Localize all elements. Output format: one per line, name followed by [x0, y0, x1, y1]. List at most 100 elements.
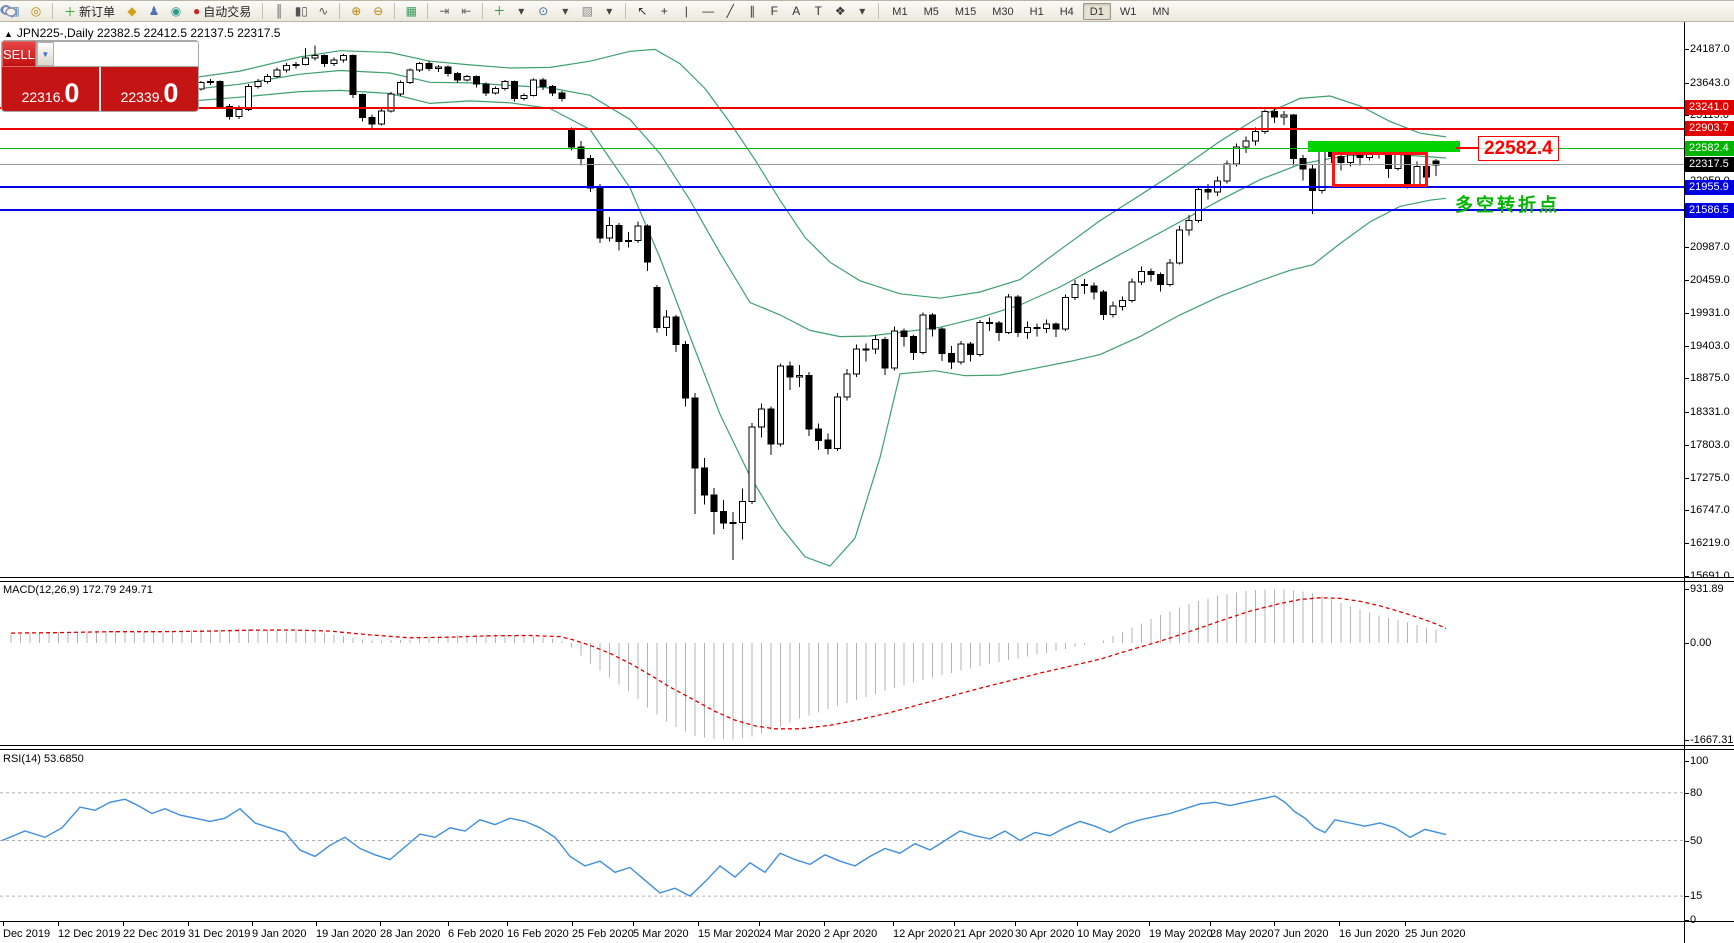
date-label: 25 Feb 2020: [572, 928, 634, 940]
date-tick-mark: [1274, 922, 1275, 926]
price-axis-border: [1684, 22, 1685, 943]
ohlc-bars-icon[interactable]: ║: [269, 2, 289, 20]
vertical-line-icon[interactable]: |: [676, 2, 696, 20]
resistance-zone-rectangle[interactable]: [1308, 141, 1460, 152]
level-line-23241.0[interactable]: [0, 106, 1684, 109]
market-watch-icon[interactable]: ◆: [122, 2, 142, 20]
consolidation-box[interactable]: [1332, 152, 1428, 187]
templates-icon[interactable]: ▨: [577, 2, 597, 20]
sell-price[interactable]: 22316. 0: [2, 67, 99, 111]
price-tick-label: 19931.0: [1690, 306, 1730, 319]
turning-point-text[interactable]: 多空转折点: [1455, 195, 1560, 215]
periods-icon[interactable]: ⊙: [533, 2, 553, 20]
rsi-axis-label: 100: [1690, 755, 1709, 767]
candlestick-icon[interactable]: ▮▯: [291, 2, 311, 20]
date-label: 12 Dec 2019: [58, 928, 121, 940]
pane-separator[interactable]: [0, 577, 1734, 582]
text-label-icon[interactable]: T: [808, 2, 828, 20]
fibonacci-icon[interactable]: F: [764, 2, 784, 20]
date-tick-mark: [1210, 922, 1211, 926]
level-line-21586.5[interactable]: [0, 209, 1684, 212]
price-badge-21586.5: 21586.5: [1685, 202, 1734, 218]
date-tick-mark: [380, 922, 381, 926]
arrows-caret-icon[interactable]: ▾: [852, 2, 872, 20]
buy-price[interactable]: 22339. 0: [101, 67, 198, 111]
date-label: 30 Apr 2020: [1015, 928, 1075, 940]
level-line-22903.7[interactable]: [0, 127, 1684, 130]
date-label: 22 Dec 2019: [123, 928, 186, 940]
crosshair-icon[interactable]: +: [654, 2, 674, 20]
timeframe-mn[interactable]: MN: [1152, 5, 1170, 18]
rsi-axis-label: 80: [1690, 786, 1703, 799]
level-line-22582.4[interactable]: [0, 148, 1684, 150]
date-tick-mark: [572, 922, 573, 926]
periods-caret-icon[interactable]: ▾: [555, 2, 575, 20]
date-label: 12 Apr 2020: [893, 928, 953, 940]
sell-button[interactable]: SELL: [2, 41, 36, 67]
rsi-tick-mark: [1684, 920, 1689, 921]
timeframe-h1[interactable]: H1: [1029, 5, 1044, 18]
volume-input[interactable]: [53, 42, 198, 66]
date-label: 28 Jan 2020: [380, 928, 441, 940]
indicators-caret-icon[interactable]: ▾: [511, 2, 531, 20]
channel-icon[interactable]: ∥: [742, 2, 762, 20]
autotrading-button[interactable]: ● 自动交易: [188, 2, 256, 20]
new-order-icon: ＋: [64, 4, 77, 19]
level-line-21955.9[interactable]: [0, 186, 1684, 189]
price-level-label[interactable]: 22582.4: [1478, 136, 1559, 161]
timeframe-m1[interactable]: M1: [892, 5, 908, 18]
templates-caret-icon[interactable]: ▾: [599, 2, 619, 20]
date-tick-mark: [3, 922, 4, 926]
terminal-icon[interactable]: ◉: [166, 2, 186, 20]
channel-icon: ∥: [749, 4, 756, 18]
new-order-button[interactable]: ＋新订单: [59, 2, 120, 20]
price-chart[interactable]: [0, 23, 1684, 577]
price-tick-label: 18875.0: [1690, 372, 1730, 385]
date-tick-mark: [633, 922, 634, 926]
date-label: 2 Apr 2020: [824, 928, 878, 940]
timeframe-d1[interactable]: D1: [1082, 2, 1111, 20]
level-line-22317.5[interactable]: [0, 164, 1684, 166]
macd-axis-label: -1667.31: [1690, 733, 1734, 746]
text-icon[interactable]: A: [786, 2, 806, 20]
date-tick-mark: [1077, 922, 1078, 926]
timeframe-w1[interactable]: W1: [1119, 5, 1137, 18]
community-chat-icon[interactable]: [0, 4, 17, 18]
date-tick-mark: [1405, 922, 1406, 926]
timeframe-h4[interactable]: H4: [1059, 5, 1074, 18]
date-label: Dec 2019: [3, 928, 51, 940]
timeframe-m5[interactable]: M5: [923, 5, 939, 18]
chart-shift-icon[interactable]: ⇤: [456, 2, 476, 20]
indicators-icon[interactable]: ＋: [489, 2, 509, 20]
timeframe-m15[interactable]: M15: [954, 5, 977, 18]
profile-charts-icon: ◎: [30, 4, 42, 18]
zoom-in-icon[interactable]: ⊕: [346, 2, 366, 20]
date-label: 19 Jan 2020: [316, 928, 377, 940]
horizontal-line-icon[interactable]: —: [698, 2, 718, 20]
zoom-out-icon[interactable]: ⊖: [368, 2, 388, 20]
cursor-icon[interactable]: ↖: [632, 2, 652, 20]
date-label: 16 Jun 2020: [1339, 928, 1400, 940]
tile-windows-icon[interactable]: ▦: [401, 2, 421, 20]
volume-down-button[interactable]: ▼: [36, 42, 54, 66]
toolbar-separator: [427, 3, 429, 19]
price-tick-mark: [1684, 477, 1689, 479]
timeframe-m30[interactable]: M30: [992, 5, 1014, 18]
auto-scroll-icon[interactable]: ⇥: [434, 2, 454, 20]
market-watch-icon: ◆: [127, 4, 137, 18]
pane-separator[interactable]: [0, 745, 1734, 750]
macd-signal-line: [10, 597, 1447, 730]
price-badge-23241.0: 23241.0: [1685, 100, 1734, 116]
rsi-pane[interactable]: [0, 750, 1684, 922]
macd-pane[interactable]: [0, 582, 1684, 745]
date-tick-mark: [1339, 922, 1340, 926]
rsi-tick-mark: [1684, 792, 1689, 794]
navigator-icon: ♟: [148, 4, 160, 18]
navigator-icon[interactable]: ♟: [144, 2, 164, 20]
price-tick-label: 18331.0: [1690, 406, 1730, 419]
line-chart-icon[interactable]: ∿: [313, 2, 333, 20]
trendline-icon[interactable]: ╱: [720, 2, 740, 20]
arrows-icon[interactable]: ❖: [830, 2, 850, 20]
time-axis-border: [0, 921, 1734, 922]
rsi-tick-mark: [1684, 761, 1689, 762]
